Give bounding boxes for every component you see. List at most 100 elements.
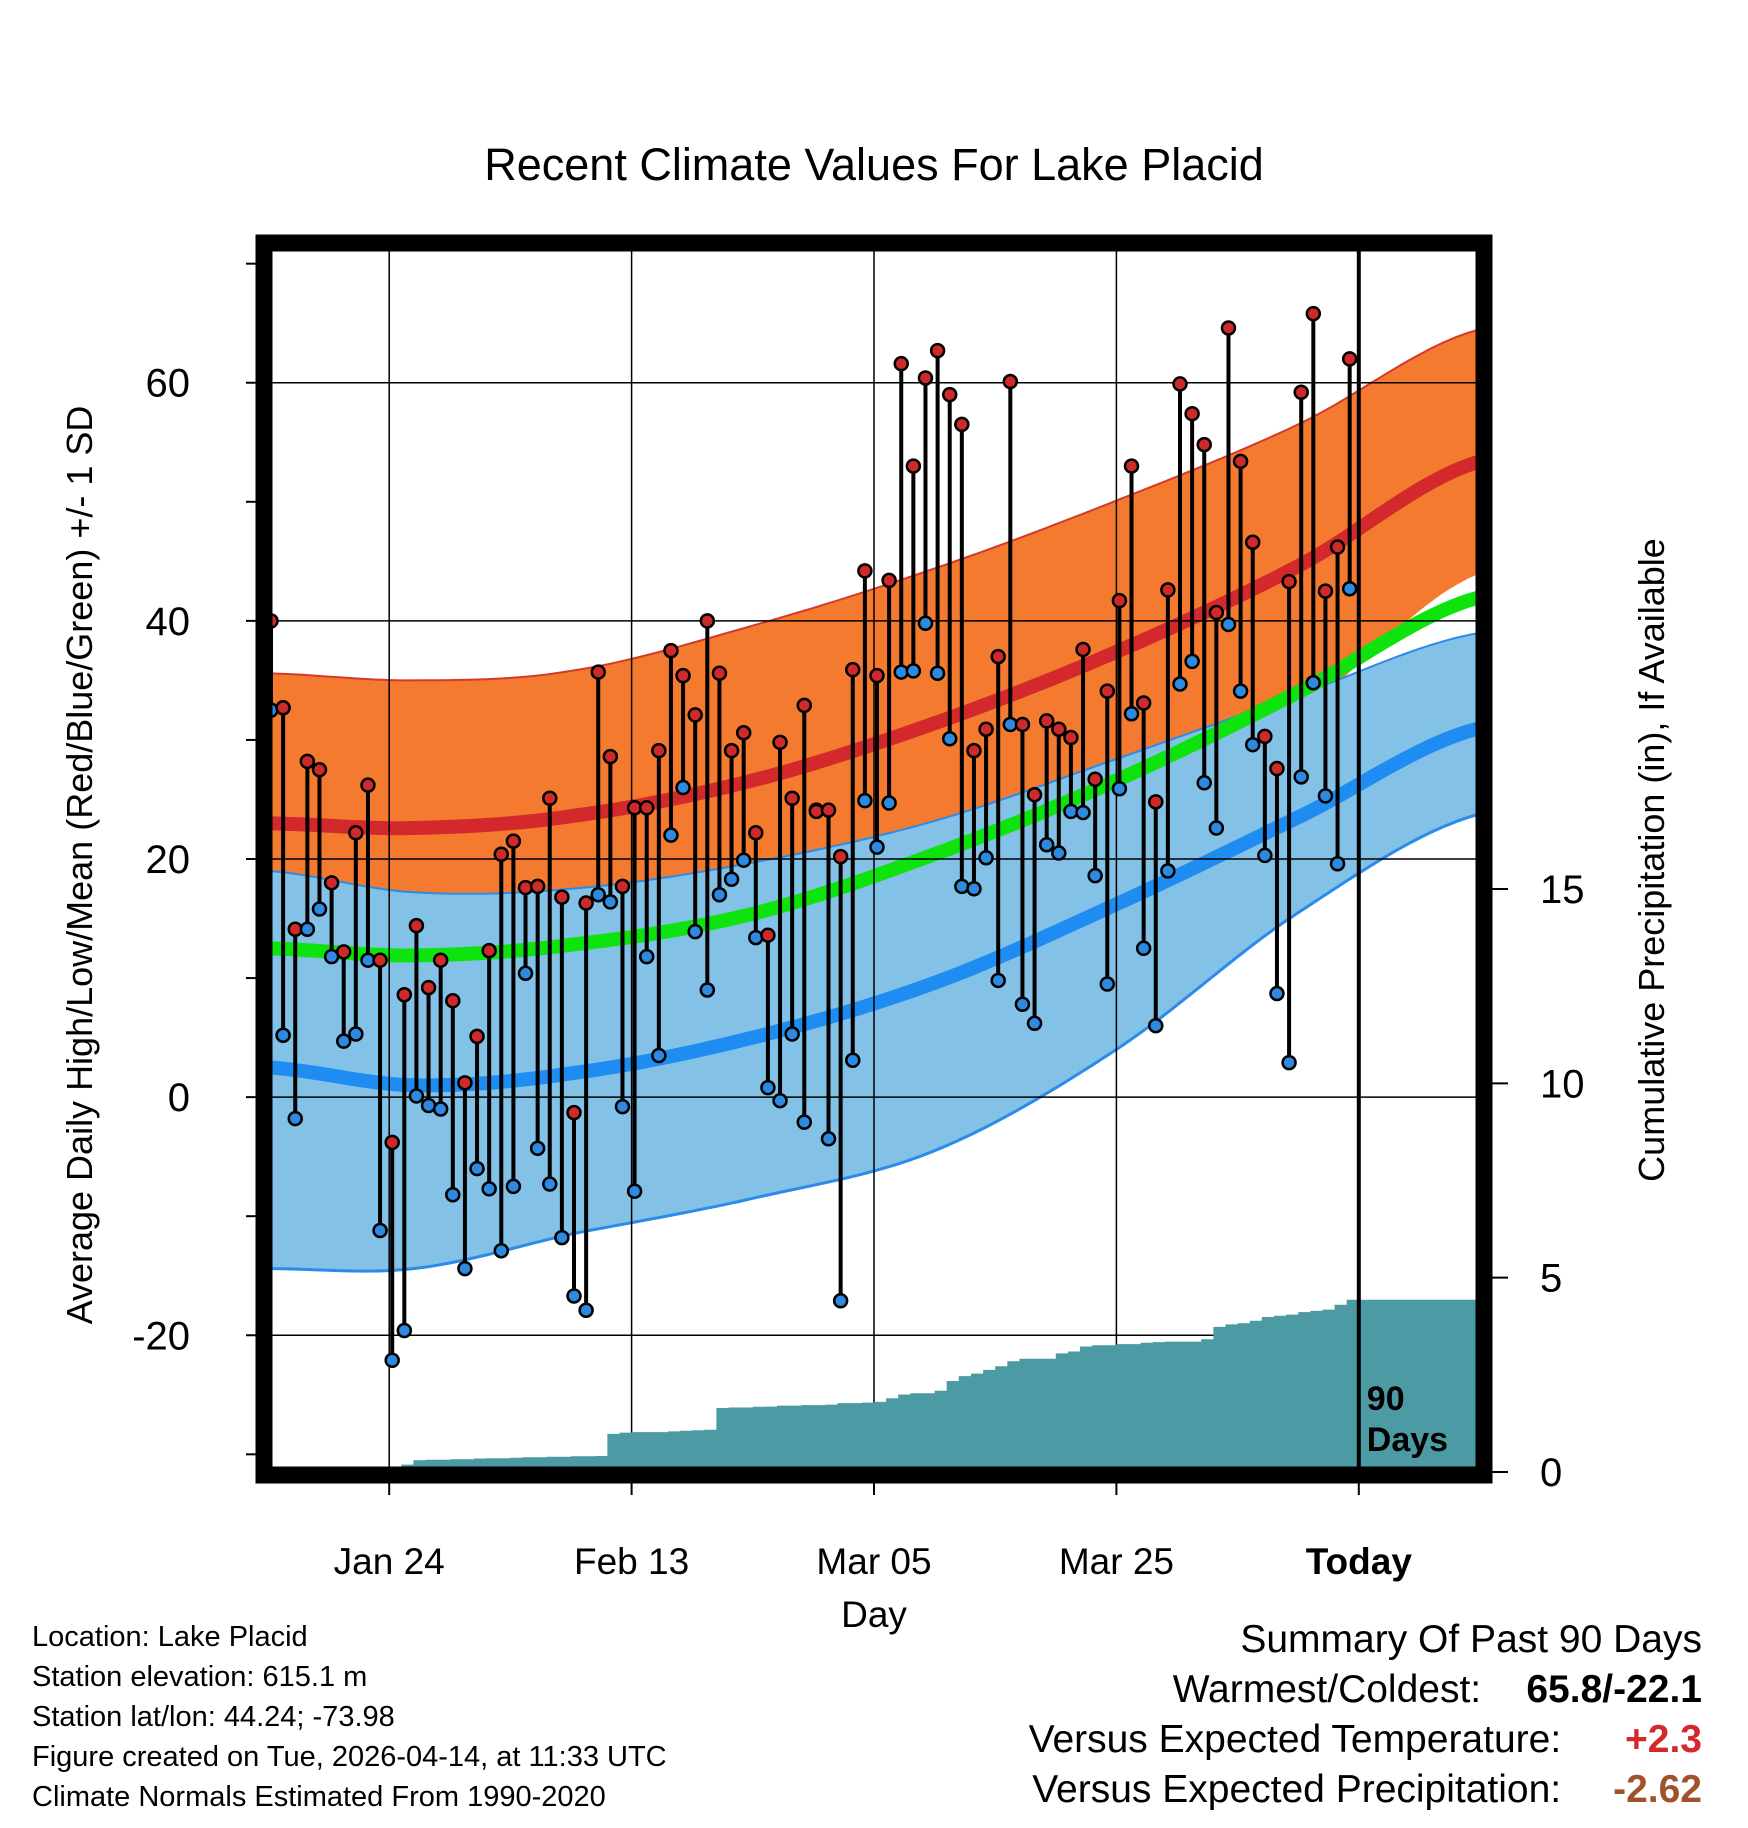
- daily-low-point: [602, 894, 619, 910]
- daily-low-point: [384, 1352, 400, 1369]
- daily-low-point: [1014, 996, 1031, 1013]
- daily-low-point: [626, 1183, 643, 1199]
- daily-high-point: [311, 761, 328, 778]
- daily-low-point: [408, 1088, 425, 1104]
- daily-low-point: [614, 1098, 631, 1115]
- daily-low-point: [929, 665, 946, 682]
- daily-low-point: [1232, 683, 1249, 699]
- daily-low-point: [663, 827, 679, 843]
- y-tick-label-right: 15: [1540, 868, 1585, 912]
- x-tick-label: Mar 25: [1059, 1541, 1174, 1582]
- normals-text: Climate Normals Estimated From 1990-2020: [32, 1781, 606, 1813]
- daily-low-point: [675, 779, 691, 796]
- daily-high-point: [384, 1134, 400, 1151]
- daily-low-point: [1051, 845, 1067, 861]
- daily-high-point: [990, 648, 1006, 665]
- daily-high-point: [566, 1104, 582, 1121]
- daily-low-point: [542, 1176, 558, 1192]
- daily-high-point: [1293, 384, 1309, 401]
- daily-high-point: [323, 875, 340, 891]
- daily-high-point: [748, 825, 764, 841]
- y-tick-label-left: -20: [132, 1314, 190, 1358]
- temp-anomaly-value: +2.3: [1625, 1718, 1702, 1761]
- daily-low-point: [1341, 580, 1358, 597]
- daily-high-point: [1038, 713, 1055, 729]
- daily-low-point: [723, 871, 740, 887]
- daily-low-point: [1075, 804, 1091, 821]
- daily-high-point: [554, 889, 570, 905]
- daily-low-point: [748, 929, 764, 946]
- daily-low-point: [1099, 976, 1116, 992]
- daily-low-point: [554, 1229, 570, 1246]
- daily-low-point: [1293, 769, 1309, 785]
- daily-low-point: [735, 852, 752, 868]
- daily-high-point: [299, 753, 316, 770]
- daily-low-point: [1317, 788, 1334, 804]
- location-text: Location: Lake Placid: [32, 1621, 308, 1653]
- daily-low-point: [869, 839, 885, 855]
- daily-high-point: [493, 846, 510, 862]
- daily-low-point: [287, 1110, 303, 1127]
- daily-high-point: [917, 370, 934, 386]
- latlon-text: Station lat/lon: 44.24; -73.98: [32, 1701, 395, 1733]
- x-tick-label: Mar 05: [816, 1541, 931, 1582]
- daily-low-point: [1123, 705, 1140, 722]
- daily-high-point: [1063, 729, 1079, 746]
- daily-high-point: [408, 917, 425, 934]
- daily-high-point: [1002, 373, 1019, 390]
- daily-high-point: [893, 355, 909, 372]
- y-tick-label-right: 5: [1540, 1257, 1562, 1301]
- daily-low-point: [638, 948, 655, 965]
- daily-high-point: [1329, 539, 1346, 555]
- warmest-label: Warmest/Coldest:: [1172, 1668, 1482, 1711]
- daily-low-point: [832, 1292, 849, 1309]
- y-tick-label-left: 0: [168, 1076, 190, 1120]
- daily-high-point: [1026, 786, 1043, 803]
- daily-low-point: [990, 972, 1006, 989]
- daily-high-point: [1099, 683, 1116, 699]
- daily-low-point: [881, 795, 897, 811]
- summary-panel: Summary Of Past 90 Days Warmest/Coldest:…: [1029, 1615, 1702, 1815]
- daily-low-point: [457, 1260, 473, 1277]
- daily-low-point: [1111, 781, 1128, 797]
- daily-low-point: [299, 921, 316, 937]
- daily-high-point: [1160, 582, 1176, 598]
- daily-high-point: [638, 800, 655, 816]
- station-info: Location: Lake Placid Station elevation:…: [32, 1617, 667, 1817]
- x-tick-label: Today: [1306, 1541, 1413, 1582]
- daily-low-point: [275, 1027, 291, 1043]
- daily-high-point: [481, 942, 497, 959]
- daily-low-point: [1196, 775, 1212, 791]
- daily-low-point: [311, 901, 328, 917]
- daily-high-point: [372, 952, 388, 968]
- daily-high-point: [711, 665, 728, 682]
- daily-low-point: [820, 1131, 837, 1147]
- summary-temp-row: Versus Expected Temperature: +2.3: [1029, 1715, 1702, 1765]
- summary-precip-row: Versus Expected Precipitation: -2.62: [1029, 1765, 1702, 1815]
- y-tick-label-left: 60: [146, 362, 191, 406]
- plot-frame: [255, 234, 1493, 1484]
- daily-low-point: [348, 1026, 364, 1042]
- temp-label: Versus Expected Temperature:: [1028, 1718, 1562, 1761]
- daily-high-point: [1075, 641, 1091, 658]
- daily-high-point: [1123, 458, 1140, 474]
- daily-high-point: [1014, 716, 1031, 733]
- daily-low-point: [505, 1178, 522, 1195]
- daily-high-point: [845, 661, 861, 678]
- precip-area: [268, 1299, 1480, 1471]
- daily-high-point: [1232, 453, 1249, 470]
- daily-high-point: [542, 790, 558, 807]
- daily-low-point: [699, 982, 716, 998]
- daily-high-point: [1087, 771, 1103, 787]
- daily-low-point: [1220, 616, 1237, 633]
- daily-high-point: [590, 664, 606, 680]
- daily-high-point: [723, 742, 740, 759]
- daily-high-point: [1305, 305, 1322, 322]
- daily-high-point: [699, 613, 716, 629]
- summary-heading: Summary Of Past 90 Days: [1240, 1618, 1702, 1661]
- daily-high-point: [1281, 573, 1297, 590]
- today-days-count: 90: [1367, 1380, 1405, 1418]
- summary-warmest-row: Warmest/Coldest: 65.8/-22.1: [1029, 1665, 1702, 1715]
- today-days-label: Days: [1367, 1421, 1448, 1459]
